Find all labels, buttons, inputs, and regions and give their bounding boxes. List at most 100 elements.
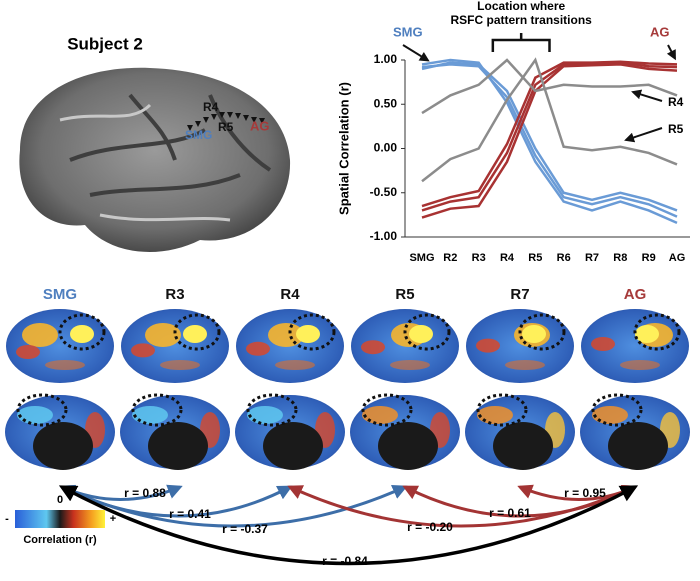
medial-wall (608, 422, 668, 470)
line-chart: -1.00 -0.50 0.00 0.50 1.00 SMG R2 R3 R4 R5 R6 R7 R8 R… (336, 0, 690, 264)
series-line (421, 58, 678, 115)
y-tick-label: -1.00 (370, 229, 398, 243)
marker-triangle (243, 115, 249, 121)
series-label: R5 (668, 122, 684, 136)
brain-title: R7 (510, 286, 529, 303)
roi-markers (187, 112, 265, 131)
gyri (59, 103, 231, 222)
activation (409, 325, 433, 343)
comparison-label: r = -0.20 (407, 520, 453, 534)
y-axis-label: Spatial Correlation (r) (336, 82, 351, 215)
activation (620, 360, 660, 370)
activation (22, 323, 58, 347)
roi-outline (361, 393, 413, 427)
medial-wall (33, 422, 93, 470)
comparison-label: r = -0.37 (222, 522, 268, 536)
subject-panel: Subject 2 R4 R5 SMG AG (19, 34, 291, 252)
activation (183, 325, 207, 343)
x-tick-label: AG (669, 252, 686, 264)
activation (591, 337, 615, 351)
marker-triangle (195, 121, 201, 127)
x-tick-label: SMG (409, 252, 434, 264)
brain-title: R5 (395, 286, 414, 303)
comparison-arrows: r = 0.88r = 0.41 r = -0.37 r = -0.20 r = 0.… (58, 484, 639, 568)
activation (505, 360, 545, 370)
activation (522, 325, 546, 343)
marker-triangle (251, 117, 257, 123)
roi-outline (476, 393, 528, 427)
marker-triangle (259, 118, 265, 124)
sulci (69, 93, 272, 197)
roi-label: SMG (185, 128, 212, 142)
roi-outline (246, 393, 298, 427)
medial-wall (378, 422, 438, 470)
activation (390, 360, 430, 370)
series-line (421, 61, 678, 212)
arrow (402, 44, 430, 62)
activation (362, 406, 398, 424)
bracket (491, 33, 551, 52)
y-tick-label: -0.50 (370, 185, 398, 199)
x-tick-label: R8 (613, 252, 627, 264)
medial-wall (148, 422, 208, 470)
series-label: R4 (668, 95, 684, 109)
end-label: AG (650, 24, 670, 39)
activation (16, 345, 40, 359)
activation (45, 360, 85, 370)
x-tick-label: R6 (557, 252, 571, 264)
series-line (421, 60, 678, 208)
comparison-arrow (59, 485, 408, 528)
brain-title: AG (624, 286, 647, 303)
y-tick-label: 0.50 (374, 96, 398, 110)
brain-maps: SMG R3 R4 R5 R7 AG (5, 286, 690, 470)
comparison-label: r = 0.41 (169, 507, 211, 521)
roi-outline (633, 313, 681, 351)
activation (70, 325, 94, 343)
x-tick-label: R2 (443, 252, 457, 264)
lateral-surface (466, 309, 574, 383)
y-tick-label: 0.00 (374, 141, 398, 155)
brain-surface (19, 67, 291, 252)
comparison-label: r = -0.84 (322, 554, 368, 568)
roi-outline (518, 313, 566, 351)
activation (17, 406, 53, 424)
colorbar: 0 - + Correlation (r) (5, 494, 116, 546)
activation (145, 323, 181, 347)
series-line (421, 63, 678, 219)
comparison-arrow (58, 485, 639, 566)
marker-triangle (227, 112, 233, 118)
series-line (421, 61, 678, 212)
roi-label: R4 (203, 100, 219, 114)
colorbar-label: Correlation (r) (23, 534, 97, 546)
marker-triangle (203, 117, 209, 123)
arrow (666, 44, 676, 61)
roi-outline (58, 313, 106, 351)
colorbar-zero: 0 (57, 494, 63, 506)
colorbar-max: + (110, 513, 116, 525)
roi-label: R5 (218, 120, 234, 134)
activation (132, 406, 168, 424)
roi-outline (16, 393, 68, 427)
brain-title: R3 (165, 286, 184, 303)
series-line (421, 58, 678, 224)
x-tick-label: R7 (585, 252, 599, 264)
comparison-label: r = 0.61 (489, 506, 531, 520)
marker-triangle (187, 125, 193, 131)
brain-title: R4 (280, 286, 300, 303)
roi-label: AG (250, 118, 270, 133)
medial-wall (263, 422, 323, 470)
x-tick-label: R9 (642, 252, 656, 264)
panel-title: Subject 2 (67, 34, 143, 53)
activation (275, 360, 315, 370)
series-line (421, 57, 678, 183)
arrow (624, 127, 663, 143)
activation (361, 340, 385, 355)
annotation: RSFC pattern transitions (450, 13, 592, 27)
x-tick-label: R5 (528, 252, 542, 264)
roi-outline (131, 393, 183, 427)
activation (635, 325, 659, 343)
marker-triangle (211, 114, 217, 120)
colorbar-min: - (5, 513, 9, 525)
activation (246, 341, 270, 356)
x-tick-label: R4 (500, 252, 515, 264)
